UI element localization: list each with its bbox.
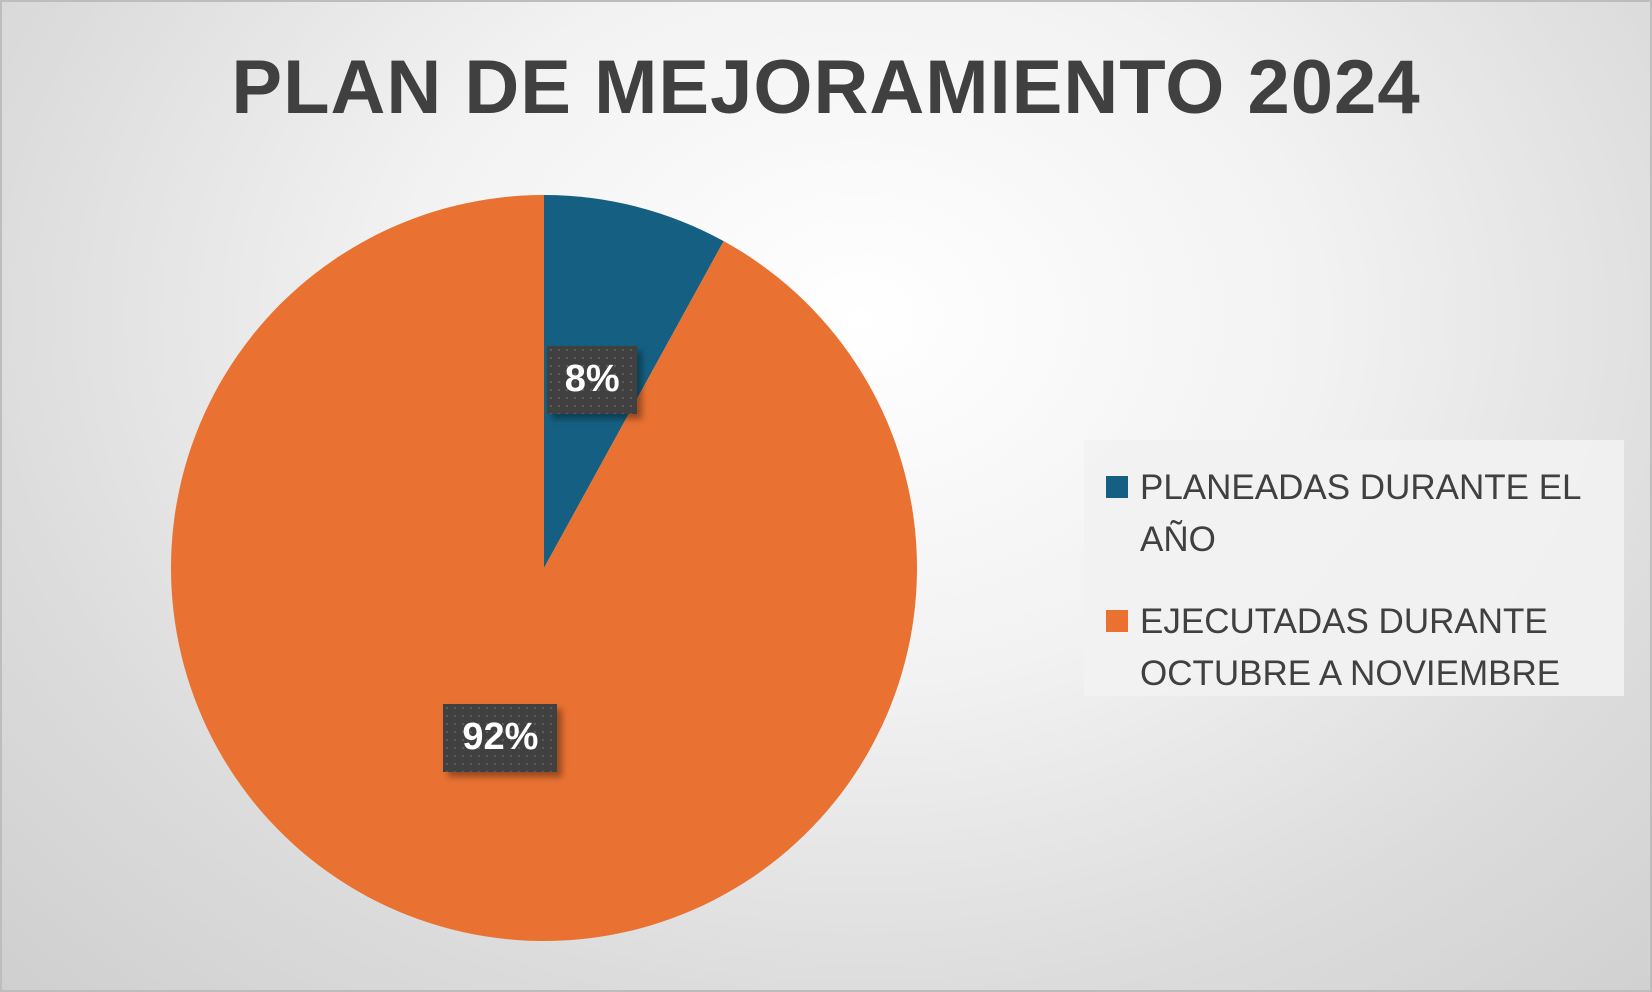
legend-swatch-planeadas [1106,476,1128,498]
legend-item-ejecutadas: EJECUTADAS DURANTE OCTUBRE A NOVIEMBRE [1106,596,1602,700]
chart-title: PLAN DE MEJORAMIENTO 2024 [231,45,1421,130]
data-label-planeadas: 8% [547,346,638,415]
legend-swatch-ejecutadas [1106,610,1128,632]
legend-item-planeadas: PLANEADAS DURANTE EL AÑO [1106,462,1602,566]
legend-label-ejecutadas: EJECUTADAS DURANTE OCTUBRE A NOVIEMBRE [1140,602,1561,693]
data-label-ejecutadas: 92% [443,703,558,772]
legend: PLANEADAS DURANTE EL AÑO EJECUTADAS DURA… [1084,440,1624,696]
legend-label-planeadas: PLANEADAS DURANTE EL AÑO [1140,468,1581,559]
pie-slice-ejecutadas [170,195,917,941]
